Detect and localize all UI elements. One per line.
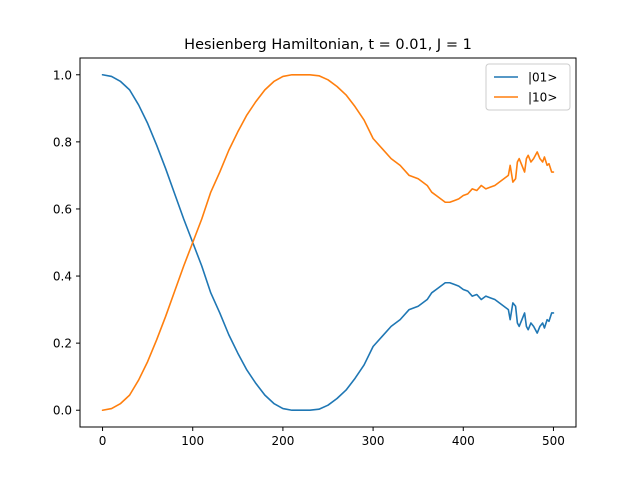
x-tick-label: 500 <box>542 434 565 448</box>
legend-label: |01> <box>528 71 557 85</box>
chart-title: Hesienberg Hamiltonian, t = 0.01, J = 1 <box>184 37 472 53</box>
x-tick-label: 300 <box>362 434 385 448</box>
legend-box <box>485 63 571 111</box>
y-tick-label: 0.4 <box>53 270 72 284</box>
series-line-1 <box>101 73 555 412</box>
legend-label: |10> <box>528 91 557 105</box>
x-tick-label: 0 <box>99 434 107 448</box>
x-tick-label: 400 <box>452 434 475 448</box>
x-tick-label: 100 <box>181 434 204 448</box>
y-tick-label: 0.2 <box>53 337 72 351</box>
y-tick-label: 1.0 <box>53 68 72 82</box>
plot-frame <box>79 57 577 428</box>
plot-lines <box>101 73 555 412</box>
y-axis-ticks: 0.0 0.2 0.4 0.6 0.8 1.0 <box>53 68 80 418</box>
y-tick-label: 0.8 <box>53 135 72 149</box>
y-tick-label: 0.6 <box>53 202 72 216</box>
y-tick-label: 0.0 <box>53 404 72 418</box>
legend: |01> |10> <box>485 63 571 111</box>
x-axis-ticks: 0 100 200 300 400 500 <box>99 427 565 448</box>
series-line-2 <box>101 73 555 412</box>
x-tick-label: 200 <box>271 434 294 448</box>
